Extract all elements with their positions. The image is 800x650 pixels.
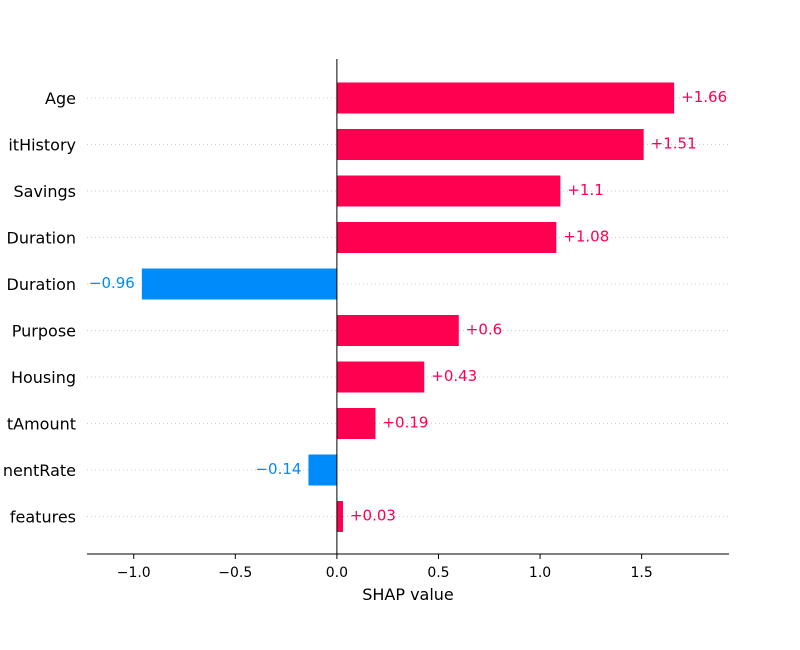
value-label: −0.96 xyxy=(89,274,135,292)
bar xyxy=(308,454,337,486)
bars xyxy=(141,82,675,532)
feature-label: features xyxy=(10,508,76,527)
bar xyxy=(336,315,459,346)
x-tick-label: −1.0 xyxy=(117,565,151,581)
feature-labels: Age itHistory Savings Duration Duration Purpo… xyxy=(3,89,76,527)
value-label: −0.14 xyxy=(255,460,301,478)
x-tick-label: 1.5 xyxy=(631,565,653,581)
feature-label: Purpose xyxy=(12,322,76,341)
feature-label: Housing xyxy=(11,368,76,387)
bar xyxy=(336,361,425,393)
feature-label: Age xyxy=(45,89,76,108)
row-guides xyxy=(87,97,729,517)
value-label: +1.51 xyxy=(651,135,697,153)
bar xyxy=(336,175,561,207)
value-label: +1.66 xyxy=(681,88,727,106)
bar xyxy=(336,129,644,160)
feature-label: Savings xyxy=(13,182,76,201)
feature-label: Duration xyxy=(7,229,77,248)
x-axis: −1.0 −0.5 0.0 0.5 1.0 1.5 xyxy=(87,553,729,581)
feature-label: nentRate xyxy=(3,461,76,480)
feature-label: itHistory xyxy=(8,136,76,155)
value-label: +0.43 xyxy=(431,367,477,385)
value-label: +0.6 xyxy=(466,321,502,339)
bar xyxy=(336,82,675,114)
feature-label: tAmount xyxy=(7,415,76,434)
value-label: +1.1 xyxy=(567,181,603,199)
bar xyxy=(141,268,337,300)
x-tick-label: 0.0 xyxy=(326,565,348,581)
value-label: +1.08 xyxy=(563,228,609,246)
x-tick-label: 1.0 xyxy=(529,565,551,581)
value-label: +0.03 xyxy=(350,507,396,525)
feature-label: Duration xyxy=(7,275,77,294)
x-tick-label: 0.5 xyxy=(427,565,449,581)
bar xyxy=(336,408,376,439)
value-label: +0.19 xyxy=(382,414,428,432)
x-tick-label: −0.5 xyxy=(218,565,252,581)
bar xyxy=(336,222,557,253)
x-axis-title: SHAP value xyxy=(362,585,454,604)
value-labels: +1.66 +1.51 +1.1 +1.08 −0.96 +0.6 +0.43 +0.19 −0… xyxy=(89,88,727,525)
bar xyxy=(336,501,343,532)
